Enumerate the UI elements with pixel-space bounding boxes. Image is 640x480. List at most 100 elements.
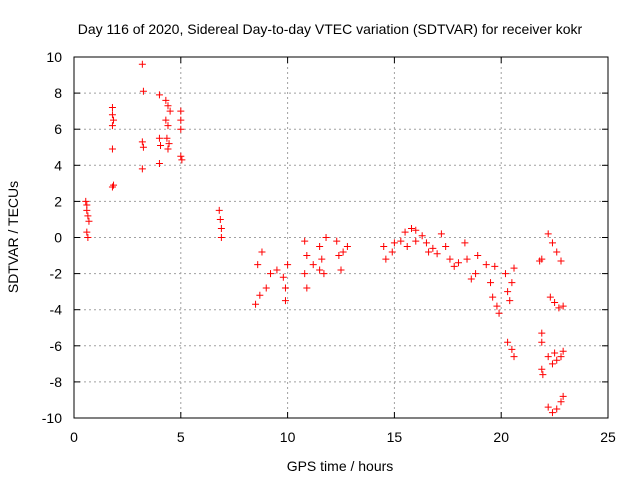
data-point <box>138 60 146 68</box>
data-point <box>138 138 146 146</box>
data-point <box>273 266 281 274</box>
data-point <box>279 273 287 281</box>
data-point <box>422 239 430 247</box>
data-point <box>446 255 454 263</box>
x-tick-label: 5 <box>177 429 185 445</box>
data-point <box>407 224 415 232</box>
data-point <box>487 279 495 287</box>
data-point <box>548 239 556 247</box>
data-point <box>559 392 567 400</box>
data-point <box>559 302 567 310</box>
x-axis-label: GPS time / hours <box>287 458 394 474</box>
data-point <box>155 159 163 167</box>
data-point <box>467 275 475 283</box>
data-point <box>401 228 409 236</box>
data-point <box>252 300 260 308</box>
data-point <box>217 224 225 232</box>
data-point <box>437 230 445 238</box>
data-point <box>316 243 324 251</box>
data-point <box>318 255 326 263</box>
data-point <box>461 239 469 247</box>
data-point <box>177 107 185 115</box>
data-point <box>108 145 116 153</box>
data-point <box>425 248 433 256</box>
data-point <box>155 134 163 142</box>
data-point <box>164 145 172 153</box>
data-point <box>83 228 91 236</box>
data-point <box>559 347 567 355</box>
data-point <box>538 365 546 373</box>
y-tick-label: -6 <box>50 338 63 354</box>
data-point <box>553 248 561 256</box>
y-tick-label: 0 <box>54 230 62 246</box>
data-point <box>301 237 309 245</box>
data-point <box>544 353 552 361</box>
data-points <box>82 60 567 417</box>
data-point <box>539 371 547 379</box>
data-point <box>162 116 170 124</box>
data-point <box>339 248 347 256</box>
data-point <box>538 338 546 346</box>
data-point <box>510 353 518 361</box>
data-point <box>110 181 118 189</box>
data-point <box>166 107 174 115</box>
data-point <box>548 360 556 368</box>
data-point <box>388 248 396 256</box>
data-point <box>504 288 512 296</box>
data-point <box>442 243 450 251</box>
data-point <box>110 116 118 124</box>
data-point <box>557 398 565 406</box>
data-point <box>474 252 482 260</box>
y-tick-label: -4 <box>50 302 63 318</box>
data-point <box>463 255 471 263</box>
data-point <box>553 405 561 413</box>
data-point <box>382 255 390 263</box>
data-point <box>322 234 330 241</box>
chart-title: Day 116 of 2020, Sidereal Day-to-day VTE… <box>78 21 583 37</box>
y-tick-label: 10 <box>46 49 62 65</box>
data-point <box>84 234 92 241</box>
data-point <box>309 261 317 269</box>
data-point <box>157 141 165 149</box>
data-point <box>164 122 172 130</box>
data-point <box>284 261 292 269</box>
data-point <box>491 262 499 270</box>
data-point <box>85 217 93 225</box>
data-point <box>108 183 116 191</box>
data-point <box>281 284 289 292</box>
data-point <box>412 226 420 234</box>
data-point <box>548 409 556 417</box>
data-point <box>139 87 147 95</box>
y-axis-label: SDTVAR / TECUs <box>5 181 21 293</box>
y-tick-label: -2 <box>50 266 63 282</box>
data-point <box>333 237 341 245</box>
data-point <box>258 248 266 256</box>
data-point <box>472 270 480 278</box>
data-point <box>108 111 116 119</box>
data-point <box>108 104 116 112</box>
data-point <box>281 297 289 305</box>
data-point <box>482 261 490 269</box>
data-point <box>165 140 173 148</box>
data-point <box>501 270 509 278</box>
data-point <box>555 304 563 312</box>
data-point <box>82 197 90 205</box>
y-tick-label: -10 <box>42 410 62 426</box>
data-point <box>217 234 225 241</box>
data-point <box>553 356 561 364</box>
data-point <box>215 206 223 214</box>
data-point <box>454 259 462 267</box>
data-point <box>380 243 388 251</box>
data-point <box>316 266 324 274</box>
data-point <box>433 250 441 258</box>
grid-lines <box>74 57 608 418</box>
data-point <box>267 270 275 278</box>
data-point <box>301 270 309 278</box>
data-point <box>429 244 437 252</box>
data-point <box>155 91 163 99</box>
data-point <box>495 309 503 317</box>
data-point <box>138 165 146 173</box>
data-point <box>303 284 311 292</box>
data-point <box>162 96 170 104</box>
data-point <box>84 212 92 220</box>
